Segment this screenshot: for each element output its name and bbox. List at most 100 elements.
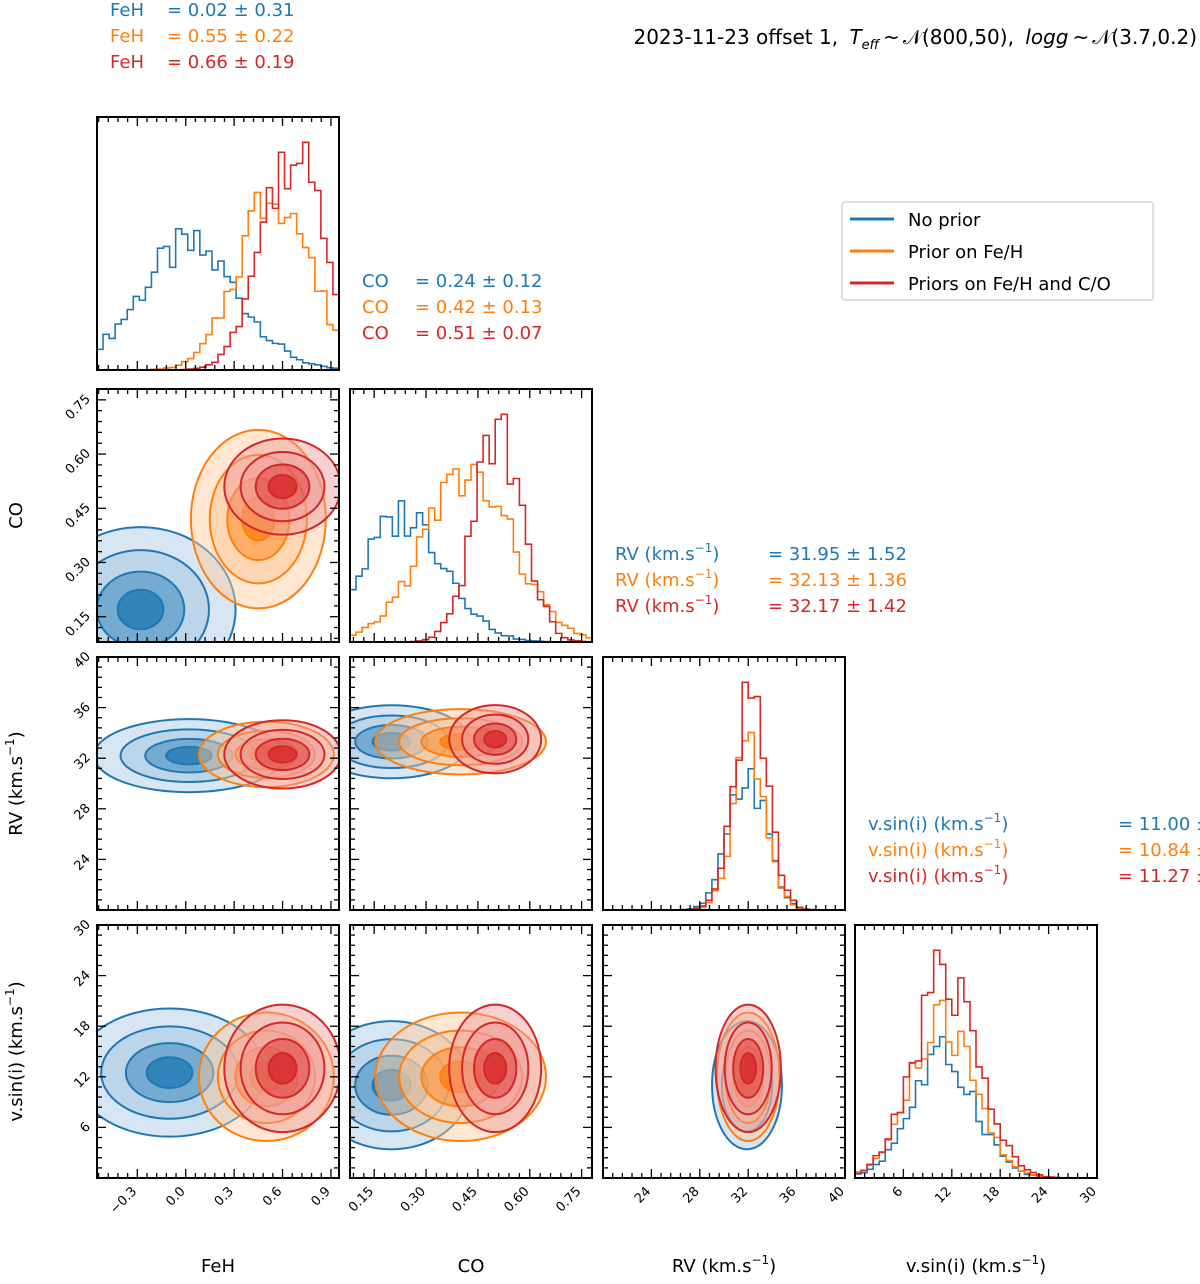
panel-content [350,704,548,780]
panel-RV-hist [602,656,846,911]
legend-label-prior-feh-co: Priors on Fe/H and C/O [908,274,1111,295]
summary-value-CO-1: = 0.42 ± 0.13 [415,297,543,318]
x-axis-title-RV: RV (km.s−1) [672,1253,776,1277]
panel-content [855,949,1097,1178]
summary-value-vsini-0: = 11.00 ± 4.00 [1118,814,1200,835]
summary-label-FeH-1: FeH [110,26,144,47]
legend-label-no-prior: No prior [908,210,981,231]
histogram-RV-series-1 [603,731,845,910]
panel-content [97,141,339,370]
panel-content [711,1003,783,1151]
y-axis-title-CO: CO [6,502,27,529]
tick-label-left-vsini-2: 18 [72,1018,94,1040]
panel-CO-vs-vsini [349,924,593,1179]
summary-value-RV-0: = 31.95 ± 1.52 [768,544,907,565]
tick-label-FeH-4: 0.9 [309,1184,334,1209]
summary-label-RV-2: RV (km.s−1) [615,593,719,617]
panel-content [97,1003,339,1143]
summary-label-vsini-0: v.sin(i) (km.s−1) [868,811,1008,835]
panel-frame [854,924,1098,1179]
tick-label-RV-0: 24 [632,1184,654,1206]
tick-label-vsini-0: 6 [890,1184,906,1200]
tick-label-FeH-0: −0.3 [107,1184,140,1217]
summary-label-RV-0: RV (km.s−1) [615,541,719,565]
title-normal-2: 𝒩 [1092,25,1114,49]
title-teff: T [849,25,863,49]
title-teff-dist: (800,50), [922,25,1014,49]
panel-frame [602,924,846,1179]
contour-FeH-vsini-series-2-level-3 [267,1052,298,1085]
panel-content [97,428,339,642]
tick-label-left-RV-1: 28 [72,801,94,823]
title-logg-dist: (3.7,0.2) [1111,25,1197,49]
title-logg: logg [1025,25,1068,49]
panel-frame [349,656,593,911]
panel-frame [96,924,340,1179]
summary-value-FeH-0: = 0.02 ± 0.31 [167,0,295,21]
panel-FeH-hist [96,116,340,371]
summary-value-vsini-2: = 11.27 ± 3.98 [1118,866,1200,887]
summary-value-CO-0: = 0.24 ± 0.12 [415,271,543,292]
tick-label-CO-4: 0.75 [553,1184,584,1215]
contour-FeH-CO-series-2-level-3 [267,474,298,500]
title-tilde-1: ~ [883,25,900,49]
tick-label-left-CO-0: 0.15 [63,609,94,640]
tick-label-FeH-1: 0.0 [163,1184,188,1209]
tick-label-vsini-3: 24 [1029,1184,1051,1206]
tick-label-vsini-1: 12 [932,1184,954,1206]
summary-value-vsini-1: = 10.84 ± 4.01 [1118,840,1200,861]
contour-FeH-RV-series-2-level-3 [267,745,298,764]
summary-label-CO-1: CO [362,297,389,318]
histogram-FeH-series-1 [97,191,339,370]
summary-value-FeH-2: = 0.66 ± 0.19 [167,52,295,73]
summary-label-FeH-0: FeH [110,0,144,21]
summary-value-RV-2: = 32.17 ± 1.42 [768,596,907,617]
summary-label-FeH-2: FeH [110,52,144,73]
corner-panels [96,116,1098,1179]
panel-frame [602,656,846,911]
summary-value-RV-1: = 32.13 ± 1.36 [768,570,907,591]
legend: No prior Prior on Fe/H Priors on Fe/H an… [841,201,1154,301]
title-tilde-2: ~ [1072,25,1089,49]
tick-label-left-RV-2: 32 [72,750,94,772]
title-teff-sub: eff [862,38,881,53]
panel-frame [96,116,340,371]
panel-CO-vs-RV [349,656,593,911]
summary-label-CO-2: CO [362,323,389,344]
contour-FeH-vsini-series-0-level-3 [145,1056,194,1089]
tick-label-left-RV-4: 40 [72,649,94,671]
tick-label-left-CO-1: 0.30 [63,555,94,586]
tick-label-CO-2: 0.45 [450,1184,481,1215]
panel-FeH-vs-vsini [96,924,340,1179]
tick-label-vsini-2: 18 [981,1184,1003,1206]
panel-RV-vs-vsini [602,924,846,1179]
legend-label-prior-feh: Prior on Fe/H [908,242,1023,263]
tick-label-left-vsini-0: 6 [77,1120,93,1136]
histogram-FeH-series-2 [97,141,339,370]
contour-RV-vsini-series-2-level-3 [739,1052,758,1085]
y-axis-title-vsini: v.sin(i) (km.s−1) [3,981,27,1121]
title-normal-1: 𝒩 [903,25,925,49]
tick-label-RV-4: 40 [826,1184,848,1206]
y-axis-title-RV: RV (km.s−1) [3,731,27,835]
tick-label-left-vsini-3: 24 [72,968,94,990]
x-axis-title-FeH: FeH [201,1256,235,1277]
tick-label-FeH-3: 0.6 [260,1184,285,1209]
panel-frame [96,388,340,643]
tick-label-left-RV-3: 36 [72,700,94,722]
legend-frame [841,201,1154,301]
tick-label-RV-3: 36 [777,1184,799,1206]
panel-frame [96,656,340,911]
panel-FeH-vs-CO [96,388,340,643]
tick-label-left-CO-4: 0.75 [63,392,94,423]
panel-vsini-hist [854,924,1098,1179]
figure-title: 2023-11-23 offset 1, Teff ~ 𝒩(800,50), log… [633,25,1197,53]
summary-value-CO-2: = 0.51 ± 0.07 [415,323,543,344]
tick-label-vsini-4: 30 [1078,1184,1100,1206]
title-prefix: 2023-11-23 offset 1, [633,25,838,49]
panel-content [350,1003,548,1151]
tick-label-left-vsini-1: 12 [72,1069,94,1091]
tick-label-FeH-2: 0.3 [212,1184,237,1209]
tick-label-RV-1: 28 [680,1184,702,1206]
